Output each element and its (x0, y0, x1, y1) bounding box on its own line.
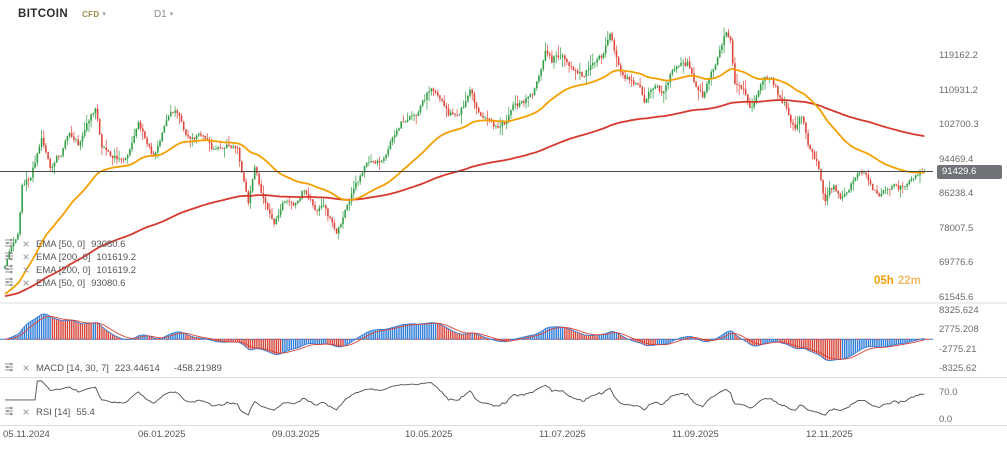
indicator-label: EMA [50, 0] (36, 277, 86, 289)
indicator-close-icon[interactable]: × (22, 263, 30, 277)
indicator-close-icon[interactable]: × (22, 276, 30, 290)
countdown-minutes: 22m (897, 275, 921, 287)
price-axis[interactable]: 119162.2 110931.2 102700.3 94469.4 86238… (939, 50, 979, 303)
macd-tick: 2775.208 (939, 324, 979, 335)
market-type-dropdown[interactable]: CFD ▾ (82, 10, 106, 19)
macd-tick: 8325.624 (939, 305, 979, 316)
price-tick: 110931.2 (939, 85, 978, 96)
indicator-legend-ema200: × EMA [200, 0] 101619.2 (4, 251, 136, 263)
indicator-close-icon[interactable]: × (22, 361, 30, 375)
indicator-label: EMA [50, 0] (36, 238, 86, 250)
indicator-legend-macd: × MACD [14, 30, 7] 223.44614 -458.21989 (4, 362, 222, 374)
indicator-legend-ema50-2: × EMA [50, 0] 93080.6 (4, 277, 125, 289)
indicator-close-icon[interactable]: × (22, 237, 30, 251)
price-tick: 78007.5 (939, 223, 973, 234)
indicator-legend-rsi: × RSI [14] 55.4 (4, 406, 95, 418)
indicator-value: 55.4 (76, 406, 95, 418)
chart-header: BITCOIN CFD ▾ D1 ▾ (18, 8, 173, 20)
date-tick: 12.11.2025 (806, 429, 853, 440)
indicator-settings-icon[interactable] (4, 264, 16, 276)
date-tick: 11.09.2025 (672, 429, 719, 440)
price-tick: 69776.6 (939, 257, 973, 268)
price-tick: 86238.4 (939, 188, 973, 199)
rsi-tick: 0.0 (939, 414, 952, 425)
chevron-down-icon: ▾ (169, 10, 174, 18)
indicator-label: EMA [200, 0] (36, 264, 91, 276)
indicator-close-icon[interactable]: × (22, 250, 30, 264)
date-tick: 10.05.2025 (405, 429, 453, 440)
chart-series (0, 27, 933, 416)
indicator-settings-icon[interactable] (4, 251, 16, 263)
indicator-settings-icon[interactable] (4, 238, 16, 250)
chevron-down-icon: ▾ (102, 10, 106, 18)
date-tick: 05.11.2024 (3, 429, 50, 440)
indicator-settings-icon[interactable] (4, 362, 16, 374)
rsi-tick: 70.0 (939, 387, 958, 398)
indicator-value: 93080.6 (91, 238, 126, 250)
indicator-settings-icon[interactable] (4, 406, 16, 418)
indicator-legend-ema200-2: × EMA [200, 0] 101619.2 (4, 264, 136, 276)
indicator-value-macd: 223.44614 (114, 362, 160, 374)
date-tick: 06.01.2025 (138, 429, 186, 440)
macd-axis[interactable]: 8325.624 2775.208 -2775.21 -8325.62 (939, 305, 979, 374)
timeframe-label: D1 (153, 8, 167, 20)
price-tick: 102700.3 (939, 119, 979, 130)
price-tick: 94469.4 (939, 154, 973, 165)
timeframe-dropdown[interactable]: D1 ▾ (154, 9, 173, 20)
indicator-label: MACD [14, 30, 7] (36, 362, 109, 374)
current-price-badge: 91429.6 (937, 164, 1002, 179)
indicator-label: EMA [200, 0] (36, 251, 91, 263)
rsi-axis[interactable]: 70.0 0.0 (939, 387, 958, 425)
indicator-value: 101619.2 (96, 251, 137, 263)
macd-tick: -8325.62 (939, 363, 977, 374)
instrument-name: BITCOIN (18, 8, 69, 20)
candle-countdown: 05h 22m (874, 275, 921, 287)
pane-dividers (0, 302, 1007, 426)
countdown-hours: 05h (874, 275, 894, 287)
date-tick: 11.07.2025 (539, 429, 586, 440)
indicator-value-signal: -458.21989 (173, 362, 222, 374)
indicator-legend-ema50: × EMA [50, 0] 93080.6 (4, 238, 125, 250)
indicator-value: 101619.2 (96, 264, 137, 276)
indicator-label: RSI [14] (36, 406, 71, 418)
date-tick: 09.03.2025 (272, 429, 320, 440)
indicator-close-icon[interactable]: × (22, 405, 30, 419)
time-axis[interactable]: 05.11.2024 06.01.2025 09.03.2025 10.05.2… (3, 429, 853, 440)
price-tick: 61545.6 (939, 292, 973, 303)
macd-tick: -2775.21 (939, 344, 977, 355)
price-tick: 119162.2 (939, 50, 978, 61)
market-type-label: CFD (82, 9, 100, 19)
indicator-settings-icon[interactable] (4, 277, 16, 289)
indicator-value: 93080.6 (91, 277, 126, 289)
